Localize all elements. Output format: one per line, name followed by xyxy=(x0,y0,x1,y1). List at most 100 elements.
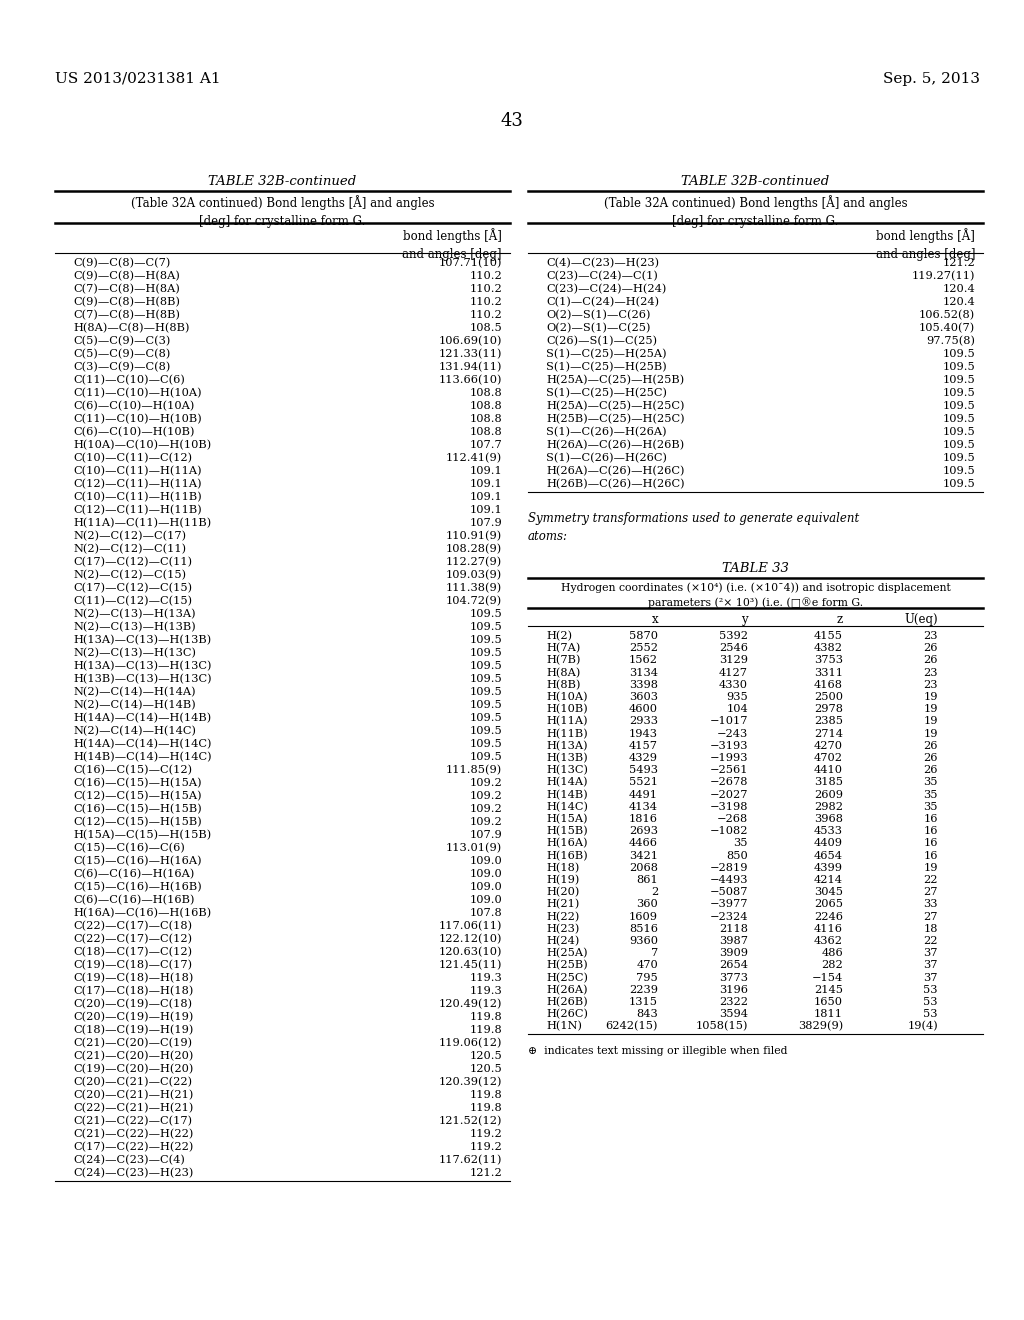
Text: 119.8: 119.8 xyxy=(469,1104,502,1113)
Text: H(25A): H(25A) xyxy=(546,948,588,958)
Text: N(2)—C(13)—H(13B): N(2)—C(13)—H(13B) xyxy=(73,622,196,632)
Text: H(24): H(24) xyxy=(546,936,580,946)
Text: 22: 22 xyxy=(924,936,938,946)
Text: 109.5: 109.5 xyxy=(942,466,975,477)
Text: C(22)—C(21)—H(21): C(22)—C(21)—H(21) xyxy=(73,1104,194,1113)
Text: 33: 33 xyxy=(924,899,938,909)
Text: C(17)—C(22)—H(22): C(17)—C(22)—H(22) xyxy=(73,1142,194,1152)
Text: 119.8: 119.8 xyxy=(469,1026,502,1035)
Text: 3196: 3196 xyxy=(719,985,748,995)
Text: H(15B): H(15B) xyxy=(546,826,588,837)
Text: C(22)—C(17)—C(18): C(22)—C(17)—C(18) xyxy=(73,921,193,932)
Text: H(13A)—C(13)—H(13B): H(13A)—C(13)—H(13B) xyxy=(73,635,211,645)
Text: 1562: 1562 xyxy=(629,656,658,665)
Text: 4600: 4600 xyxy=(629,704,658,714)
Text: 35: 35 xyxy=(924,789,938,800)
Text: 3968: 3968 xyxy=(814,814,843,824)
Text: 3311: 3311 xyxy=(814,668,843,677)
Text: 486: 486 xyxy=(821,948,843,958)
Text: 110.2: 110.2 xyxy=(469,271,502,281)
Text: 120.49(12): 120.49(12) xyxy=(438,999,502,1010)
Text: 3909: 3909 xyxy=(719,948,748,958)
Text: 119.27(11): 119.27(11) xyxy=(911,271,975,281)
Text: 843: 843 xyxy=(636,1010,658,1019)
Text: 109.5: 109.5 xyxy=(469,661,502,671)
Text: N(2)—C(12)—C(17): N(2)—C(12)—C(17) xyxy=(73,531,186,541)
Text: 109.5: 109.5 xyxy=(469,609,502,619)
Text: H(10B): H(10B) xyxy=(546,704,588,714)
Text: 2609: 2609 xyxy=(814,789,843,800)
Text: 35: 35 xyxy=(924,801,938,812)
Text: 2982: 2982 xyxy=(814,801,843,812)
Text: C(11)—C(12)—C(15): C(11)—C(12)—C(15) xyxy=(73,597,193,606)
Text: 3398: 3398 xyxy=(629,680,658,690)
Text: 119.3: 119.3 xyxy=(469,986,502,997)
Text: 109.5: 109.5 xyxy=(942,348,975,359)
Text: 4382: 4382 xyxy=(814,643,843,653)
Text: H(26B)—C(26)—H(26C): H(26B)—C(26)—H(26C) xyxy=(546,479,685,490)
Text: 1058(15): 1058(15) xyxy=(695,1022,748,1032)
Text: C(6)—C(10)—H(10A): C(6)—C(10)—H(10A) xyxy=(73,401,195,412)
Text: 360: 360 xyxy=(636,899,658,909)
Text: 26: 26 xyxy=(924,656,938,665)
Text: 861: 861 xyxy=(636,875,658,884)
Text: H(13B)—C(13)—H(13C): H(13B)—C(13)—H(13C) xyxy=(73,675,212,684)
Text: H(11B): H(11B) xyxy=(546,729,588,739)
Text: 110.2: 110.2 xyxy=(469,284,502,294)
Text: C(6)—C(10)—H(10B): C(6)—C(10)—H(10B) xyxy=(73,426,195,437)
Text: 37: 37 xyxy=(924,961,938,970)
Text: H(11A): H(11A) xyxy=(546,717,588,727)
Text: H(7B): H(7B) xyxy=(546,656,581,665)
Text: N(2)—C(13)—H(13C): N(2)—C(13)—H(13C) xyxy=(73,648,196,659)
Text: 122.12(10): 122.12(10) xyxy=(438,935,502,944)
Text: 109.2: 109.2 xyxy=(469,777,502,788)
Text: 112.27(9): 112.27(9) xyxy=(445,557,502,568)
Text: H(18): H(18) xyxy=(546,863,580,873)
Text: 3773: 3773 xyxy=(719,973,748,982)
Text: 119.3: 119.3 xyxy=(469,973,502,983)
Text: 5493: 5493 xyxy=(629,766,658,775)
Text: N(2)—C(14)—H(14A): N(2)—C(14)—H(14A) xyxy=(73,686,196,697)
Text: C(9)—C(8)—H(8A): C(9)—C(8)—H(8A) xyxy=(73,271,180,281)
Text: C(19)—C(18)—H(18): C(19)—C(18)—H(18) xyxy=(73,973,194,983)
Text: −1993: −1993 xyxy=(710,752,748,763)
Text: S(1)—C(25)—H(25C): S(1)—C(25)—H(25C) xyxy=(546,388,667,399)
Text: 108.28(9): 108.28(9) xyxy=(445,544,502,554)
Text: C(21)—C(22)—C(17): C(21)—C(22)—C(17) xyxy=(73,1115,193,1126)
Text: x: x xyxy=(651,612,658,626)
Text: H(25A)—C(25)—H(25B): H(25A)—C(25)—H(25B) xyxy=(546,375,684,385)
Text: C(18)—C(19)—H(19): C(18)—C(19)—H(19) xyxy=(73,1026,194,1035)
Text: 109.5: 109.5 xyxy=(469,726,502,737)
Text: 16: 16 xyxy=(924,850,938,861)
Text: H(13B): H(13B) xyxy=(546,752,588,763)
Text: 4702: 4702 xyxy=(814,752,843,763)
Text: 4155: 4155 xyxy=(814,631,843,642)
Text: C(9)—C(8)—C(7): C(9)—C(8)—C(7) xyxy=(73,257,170,268)
Text: O(2)—S(1)—C(25): O(2)—S(1)—C(25) xyxy=(546,323,650,334)
Text: 109.5: 109.5 xyxy=(469,635,502,645)
Text: C(18)—C(17)—C(12): C(18)—C(17)—C(12) xyxy=(73,946,193,957)
Text: 19(4): 19(4) xyxy=(907,1022,938,1032)
Text: 109.5: 109.5 xyxy=(469,675,502,684)
Text: C(15)—C(16)—H(16A): C(15)—C(16)—H(16A) xyxy=(73,855,202,866)
Text: 107.71(10): 107.71(10) xyxy=(438,257,502,268)
Text: H(26B): H(26B) xyxy=(546,997,588,1007)
Text: 109.5: 109.5 xyxy=(942,414,975,424)
Text: H(10A): H(10A) xyxy=(546,692,588,702)
Text: 26: 26 xyxy=(924,643,938,653)
Text: 3185: 3185 xyxy=(814,777,843,788)
Text: 119.8: 119.8 xyxy=(469,1090,502,1100)
Text: 2: 2 xyxy=(650,887,658,898)
Text: H(15A): H(15A) xyxy=(546,814,588,824)
Text: −2027: −2027 xyxy=(710,789,748,800)
Text: C(16)—C(15)—H(15A): C(16)—C(15)—H(15A) xyxy=(73,777,202,788)
Text: H(14B)—C(14)—H(14C): H(14B)—C(14)—H(14C) xyxy=(73,752,212,763)
Text: 4533: 4533 xyxy=(814,826,843,836)
Text: 470: 470 xyxy=(636,961,658,970)
Text: H(14B): H(14B) xyxy=(546,789,588,800)
Text: 5521: 5521 xyxy=(629,777,658,788)
Text: H(15A)—C(15)—H(15B): H(15A)—C(15)—H(15B) xyxy=(73,830,211,841)
Text: 2145: 2145 xyxy=(814,985,843,995)
Text: C(1)—C(24)—H(24): C(1)—C(24)—H(24) xyxy=(546,297,659,308)
Text: 108.8: 108.8 xyxy=(469,414,502,424)
